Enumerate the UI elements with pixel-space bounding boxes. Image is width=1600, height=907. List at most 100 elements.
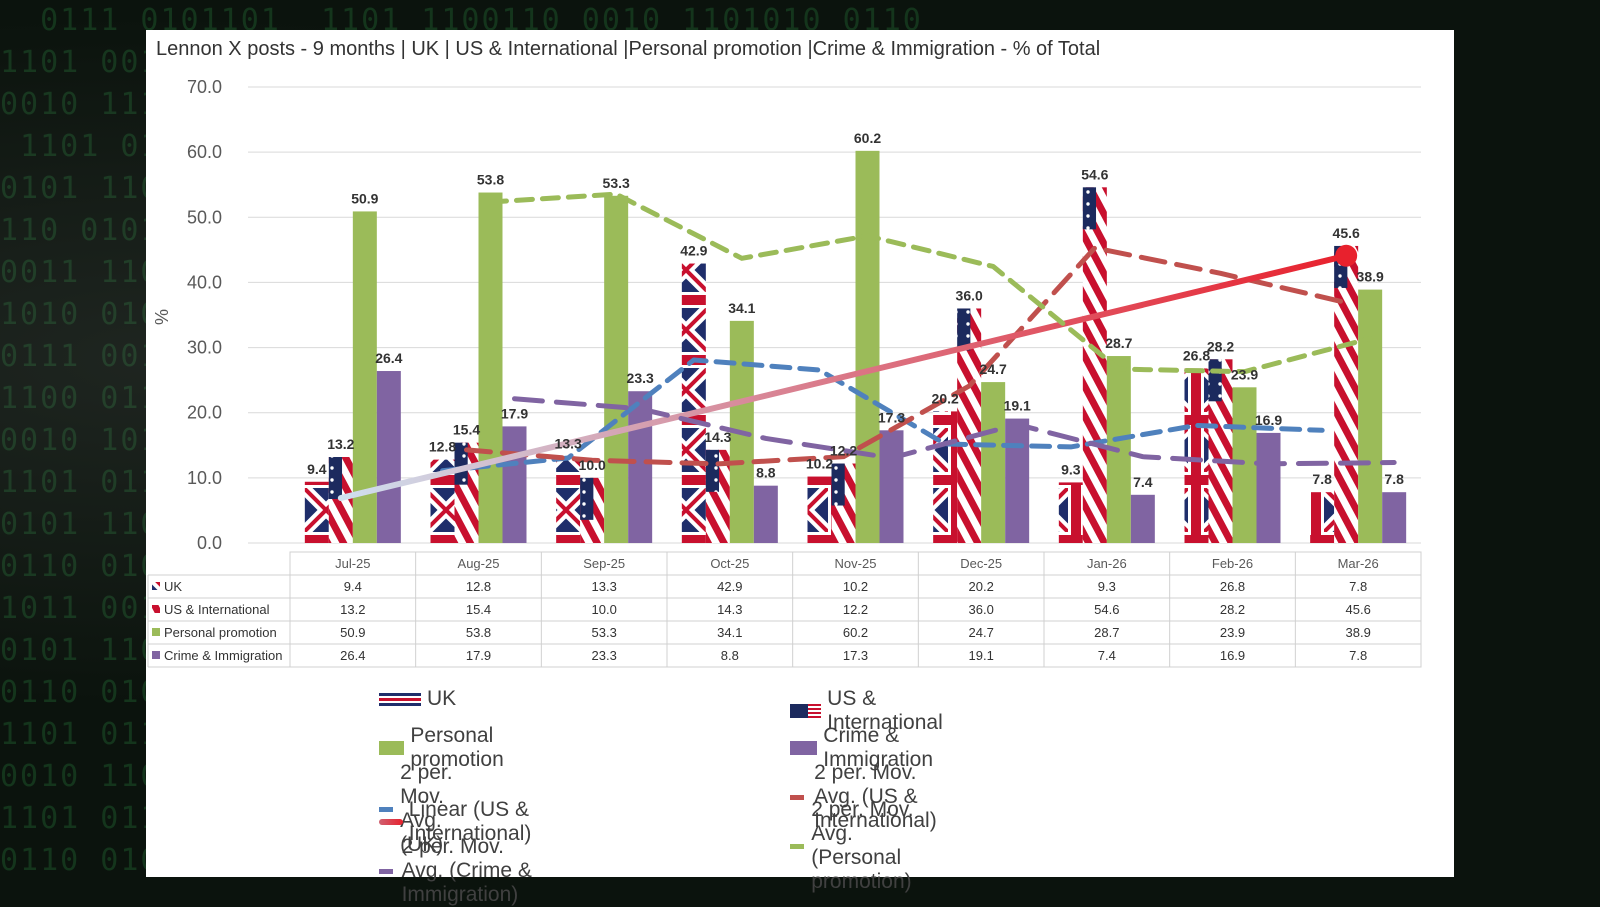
legend-label: UK (427, 687, 457, 710)
bar-us-stars (957, 308, 971, 351)
data-label: 12.2 (830, 443, 857, 459)
table-cell: 50.9 (340, 625, 365, 640)
table-cell: 7.8 (1349, 579, 1367, 594)
legend-item: 2 per. Mov. Avg. (Personal promotion) (790, 798, 938, 894)
y-tick-label: 40.0 (187, 272, 222, 292)
table-cell: 54.6 (1094, 602, 1119, 617)
legend-item: 2 per. Mov. Avg. (Crime & Immigration) (379, 835, 544, 907)
bar-us-stars (1082, 187, 1097, 230)
data-label: 54.6 (1081, 166, 1108, 182)
bar-crime (376, 371, 401, 543)
data-label: 7.8 (1384, 471, 1404, 487)
bar-us-stars (580, 477, 594, 520)
y-tick-label: 10.0 (187, 468, 222, 488)
bar-crime (628, 391, 653, 543)
bar-uk (556, 456, 581, 543)
table-cell: 12.8 (466, 579, 491, 594)
x-tick-label: Mar-26 (1338, 556, 1379, 571)
legend-item: Crime & Immigration (790, 724, 948, 772)
data-label: 20.2 (932, 390, 959, 406)
y-tick-label: 20.0 (187, 403, 222, 423)
legend-label: 2 per. Mov. Avg. (Crime & Immigration) (401, 835, 532, 906)
bar-uk (1310, 492, 1335, 543)
legend-item: 2 per. Mov. Avg. (US & International) (790, 761, 961, 833)
data-label: 26.4 (375, 350, 402, 366)
data-label: 9.4 (307, 461, 327, 477)
bar-us-stars (1208, 359, 1222, 402)
x-tick-label: Aug-25 (458, 556, 500, 571)
table-legend-key (152, 582, 160, 590)
bar-uk (681, 263, 706, 543)
data-label: 7.4 (1133, 474, 1153, 490)
bar-personal (478, 192, 503, 543)
bar-us-stars (328, 457, 343, 500)
bar-uk (807, 476, 832, 543)
linear-trendline-us (337, 252, 1350, 502)
data-label: 16.9 (1255, 412, 1282, 428)
legend-label: Personal promotion (410, 724, 504, 771)
table-cell: 8.8 (721, 648, 739, 663)
moving-average-us (464, 245, 1349, 467)
table-cell: 38.9 (1346, 625, 1371, 640)
data-label: 50.9 (351, 190, 378, 206)
table-cell: 9.4 (344, 579, 362, 594)
moving-average-uk (440, 357, 1325, 474)
data-label: 28.7 (1105, 335, 1132, 351)
moving-average-personal (488, 191, 1373, 375)
legend-label: US & International (827, 687, 943, 734)
table-cell: 53.8 (466, 625, 491, 640)
bar-crime (1005, 418, 1030, 543)
table-cell: 19.1 (969, 648, 994, 663)
table-cell: 10.0 (592, 602, 617, 617)
table-cell: 13.2 (340, 602, 365, 617)
data-label: 14.3 (704, 429, 731, 445)
legend-swatch (379, 806, 395, 812)
data-label: 38.9 (1357, 269, 1384, 285)
data-label: 7.8 (1312, 471, 1332, 487)
table-cell: 7.8 (1349, 648, 1367, 663)
data-label: 17.3 (878, 409, 905, 425)
table-cell: 16.9 (1220, 648, 1245, 663)
table-cell: 10.2 (843, 579, 868, 594)
legend-swatch (790, 741, 818, 755)
chart-panel: Lennon X posts - 9 months | UK | US & In… (146, 30, 1454, 906)
chart-svg: 0.0 10.0 20.0 30.0 40.0 50.0 60.0 70.0% 9.4 12.8… (147, 77, 1422, 668)
legend-label: 2 per. Mov. Avg. (UK) (400, 761, 453, 856)
table-series-name: Crime & Immigration (164, 648, 282, 663)
legend-item: US & International (790, 687, 954, 735)
legend-swatch (790, 794, 809, 800)
y-tick-label: 30.0 (187, 338, 222, 358)
bar-uk (933, 411, 958, 543)
bar-crime (879, 430, 904, 543)
table-cell: 28.7 (1094, 625, 1119, 640)
y-tick-label: 0.0 (197, 533, 222, 553)
bar-us-international (1334, 245, 1359, 543)
data-label: 53.8 (477, 172, 504, 188)
linear-trend-end-dot (1335, 244, 1358, 267)
data-label: 15.4 (453, 422, 480, 438)
data-label: 26.8 (1183, 347, 1210, 363)
bar-us-stars (705, 449, 720, 492)
table-cell: 13.3 (592, 579, 617, 594)
table-legend-key (152, 605, 160, 613)
bar-crime (1130, 494, 1155, 543)
data-label: 13.2 (327, 436, 354, 452)
table-cell: 17.3 (843, 648, 868, 663)
data-label: 19.1 (1004, 398, 1031, 414)
bar-crime (1382, 492, 1407, 543)
table-cell: 26.8 (1220, 579, 1245, 594)
y-axis-label: % (152, 309, 172, 325)
legend-item: UK (379, 687, 456, 711)
legend-swatch (790, 843, 806, 849)
bar-uk (1184, 368, 1209, 543)
legend-swatch (379, 692, 421, 706)
legend-label: Crime & Immigration (823, 724, 933, 771)
bar-crime (753, 485, 778, 543)
table-cell: 7.4 (1098, 648, 1116, 663)
data-label: 9.3 (1061, 461, 1081, 477)
table-cell: 24.7 (969, 625, 994, 640)
table-cell: 53.3 (592, 625, 617, 640)
data-label: 10.0 (579, 457, 606, 473)
bar-uk (304, 481, 329, 543)
bar-us-international (1082, 187, 1107, 543)
